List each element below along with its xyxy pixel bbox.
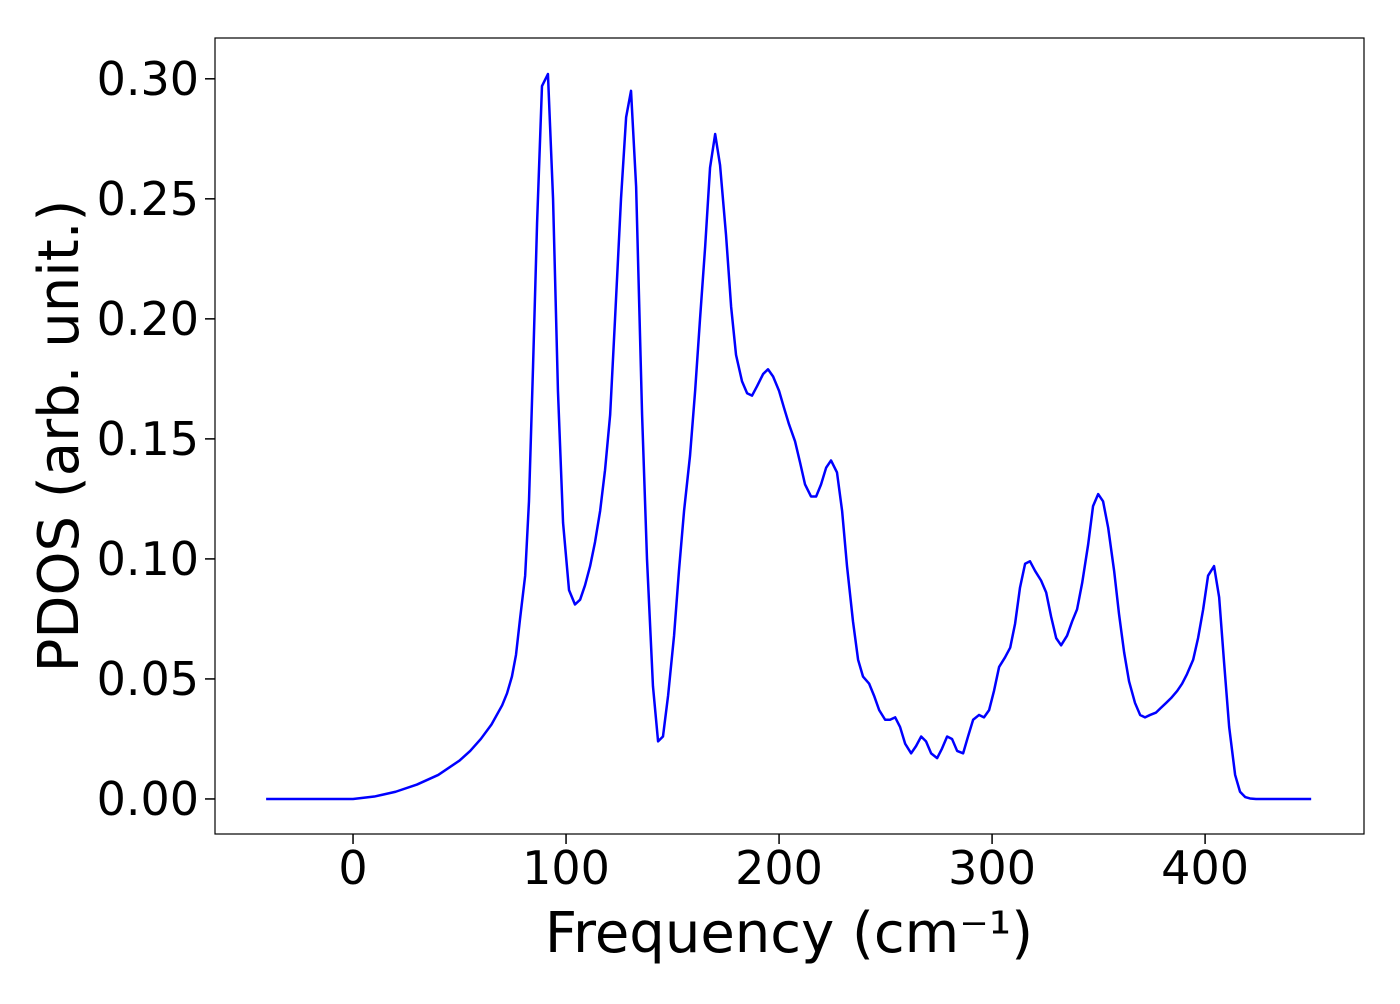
y-tick-label: 0.10 bbox=[97, 532, 199, 586]
y-tick-label: 0.05 bbox=[97, 652, 199, 706]
x-tick-label: 400 bbox=[1161, 841, 1249, 895]
y-tick-label: 0.20 bbox=[97, 292, 199, 346]
y-tick-label: 0.30 bbox=[97, 52, 199, 106]
x-tick-label: 0 bbox=[338, 841, 367, 895]
data-line bbox=[266, 72, 1312, 801]
x-tick-label: 200 bbox=[735, 841, 823, 895]
plot-frame bbox=[214, 37, 1365, 835]
y-tick-label: 0.15 bbox=[97, 412, 199, 466]
x-tick-label: 300 bbox=[948, 841, 1036, 895]
x-tick-label: 100 bbox=[522, 841, 610, 895]
y-tick-label: 0.25 bbox=[97, 172, 199, 226]
y-axis-label: PDOS (arb. unit.) bbox=[27, 200, 92, 673]
y-tick-label: 0.00 bbox=[97, 772, 199, 826]
x-axis-label: Frequency (cm⁻¹) bbox=[545, 901, 1033, 966]
